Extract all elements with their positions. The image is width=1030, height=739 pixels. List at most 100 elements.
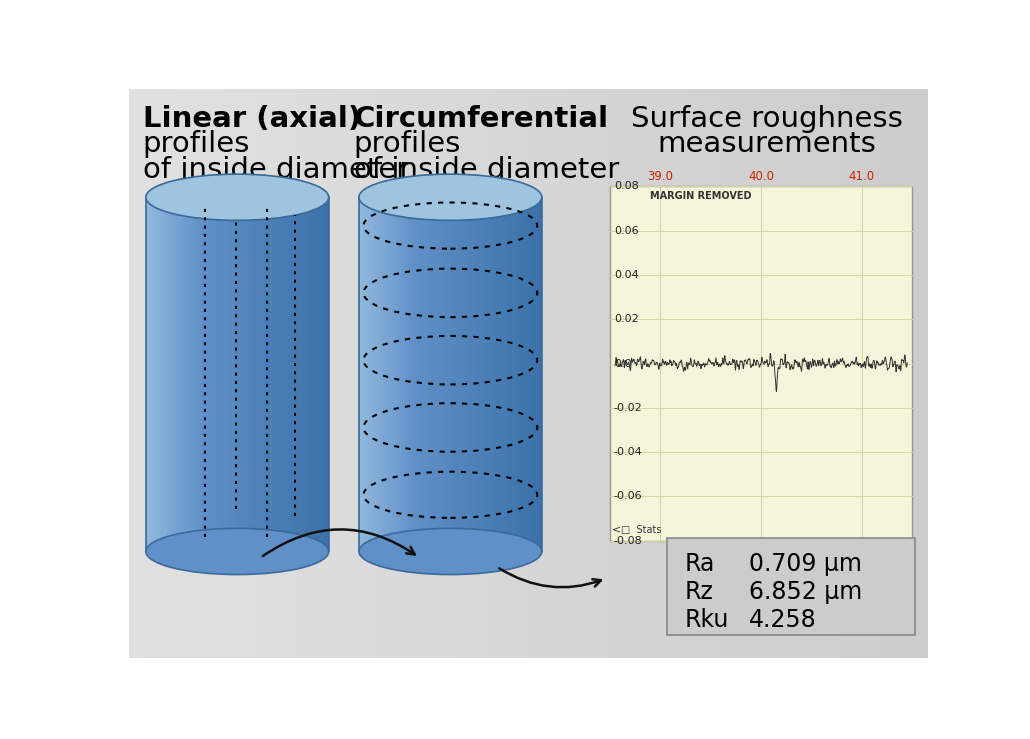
Polygon shape bbox=[426, 197, 430, 551]
Polygon shape bbox=[240, 197, 243, 551]
Text: 39.0: 39.0 bbox=[648, 171, 674, 183]
Polygon shape bbox=[179, 197, 182, 551]
Text: of inside diameter: of inside diameter bbox=[143, 156, 408, 184]
Polygon shape bbox=[231, 197, 234, 551]
FancyArrowPatch shape bbox=[263, 529, 415, 556]
Polygon shape bbox=[158, 197, 161, 551]
Text: 41.0: 41.0 bbox=[849, 171, 874, 183]
Polygon shape bbox=[536, 197, 539, 551]
Polygon shape bbox=[246, 197, 249, 551]
Polygon shape bbox=[322, 197, 325, 551]
Polygon shape bbox=[490, 197, 493, 551]
Polygon shape bbox=[484, 197, 487, 551]
Polygon shape bbox=[228, 197, 231, 551]
Text: profiles: profiles bbox=[353, 130, 460, 158]
Polygon shape bbox=[213, 197, 216, 551]
Polygon shape bbox=[252, 197, 255, 551]
Ellipse shape bbox=[358, 528, 542, 574]
Polygon shape bbox=[433, 197, 435, 551]
Text: Linear (axial): Linear (axial) bbox=[143, 105, 360, 133]
Polygon shape bbox=[226, 197, 228, 551]
Polygon shape bbox=[188, 197, 192, 551]
Polygon shape bbox=[304, 197, 307, 551]
Polygon shape bbox=[526, 197, 529, 551]
Polygon shape bbox=[204, 197, 207, 551]
Polygon shape bbox=[411, 197, 414, 551]
Text: Surface roughness: Surface roughness bbox=[630, 105, 902, 133]
Polygon shape bbox=[511, 197, 514, 551]
Polygon shape bbox=[523, 197, 526, 551]
Text: Circumferential: Circumferential bbox=[353, 105, 609, 133]
Polygon shape bbox=[389, 197, 392, 551]
Polygon shape bbox=[151, 197, 154, 551]
Text: □  Stats: □ Stats bbox=[621, 525, 661, 535]
Polygon shape bbox=[408, 197, 411, 551]
Polygon shape bbox=[444, 197, 447, 551]
Polygon shape bbox=[313, 197, 316, 551]
Text: 4.258: 4.258 bbox=[749, 607, 817, 632]
Polygon shape bbox=[216, 197, 219, 551]
Text: 6.852 μm: 6.852 μm bbox=[749, 580, 862, 604]
Polygon shape bbox=[517, 197, 520, 551]
Polygon shape bbox=[450, 197, 453, 551]
Polygon shape bbox=[493, 197, 496, 551]
Text: Rz: Rz bbox=[684, 580, 714, 604]
Polygon shape bbox=[380, 197, 383, 551]
Polygon shape bbox=[192, 197, 195, 551]
Polygon shape bbox=[469, 197, 472, 551]
Polygon shape bbox=[182, 197, 185, 551]
Polygon shape bbox=[222, 197, 226, 551]
Polygon shape bbox=[396, 197, 399, 551]
Text: measurements: measurements bbox=[657, 130, 876, 158]
Polygon shape bbox=[173, 197, 176, 551]
Polygon shape bbox=[447, 197, 450, 551]
Polygon shape bbox=[259, 197, 262, 551]
Polygon shape bbox=[386, 197, 389, 551]
Polygon shape bbox=[286, 197, 289, 551]
Polygon shape bbox=[496, 197, 500, 551]
Polygon shape bbox=[423, 197, 426, 551]
Polygon shape bbox=[441, 197, 444, 551]
Polygon shape bbox=[405, 197, 408, 551]
Ellipse shape bbox=[358, 174, 542, 220]
Polygon shape bbox=[167, 197, 170, 551]
Polygon shape bbox=[164, 197, 167, 551]
FancyArrowPatch shape bbox=[500, 568, 600, 588]
Polygon shape bbox=[529, 197, 533, 551]
Text: MARGIN REMOVED: MARGIN REMOVED bbox=[650, 191, 752, 201]
Text: of inside diameter: of inside diameter bbox=[353, 156, 619, 184]
Polygon shape bbox=[438, 197, 441, 551]
Polygon shape bbox=[154, 197, 158, 551]
Polygon shape bbox=[293, 197, 296, 551]
Polygon shape bbox=[456, 197, 459, 551]
Polygon shape bbox=[417, 197, 420, 551]
Polygon shape bbox=[274, 197, 277, 551]
Polygon shape bbox=[506, 197, 508, 551]
Polygon shape bbox=[520, 197, 523, 551]
Text: 0.04: 0.04 bbox=[614, 270, 639, 280]
Polygon shape bbox=[371, 197, 374, 551]
Polygon shape bbox=[383, 197, 386, 551]
Text: 0.06: 0.06 bbox=[614, 225, 639, 236]
Polygon shape bbox=[358, 197, 362, 551]
Text: Rku: Rku bbox=[684, 607, 729, 632]
Polygon shape bbox=[243, 197, 246, 551]
Polygon shape bbox=[539, 197, 542, 551]
Polygon shape bbox=[475, 197, 478, 551]
Ellipse shape bbox=[146, 528, 329, 574]
Polygon shape bbox=[368, 197, 371, 551]
Polygon shape bbox=[481, 197, 484, 551]
Polygon shape bbox=[362, 197, 365, 551]
FancyBboxPatch shape bbox=[610, 186, 913, 541]
Text: profiles: profiles bbox=[143, 130, 250, 158]
FancyBboxPatch shape bbox=[667, 538, 916, 635]
Polygon shape bbox=[508, 197, 511, 551]
Polygon shape bbox=[316, 197, 319, 551]
Text: -0.02: -0.02 bbox=[614, 403, 643, 413]
Polygon shape bbox=[280, 197, 283, 551]
Polygon shape bbox=[255, 197, 259, 551]
Polygon shape bbox=[268, 197, 271, 551]
Polygon shape bbox=[299, 197, 301, 551]
Polygon shape bbox=[210, 197, 213, 551]
Text: 40.0: 40.0 bbox=[748, 171, 775, 183]
